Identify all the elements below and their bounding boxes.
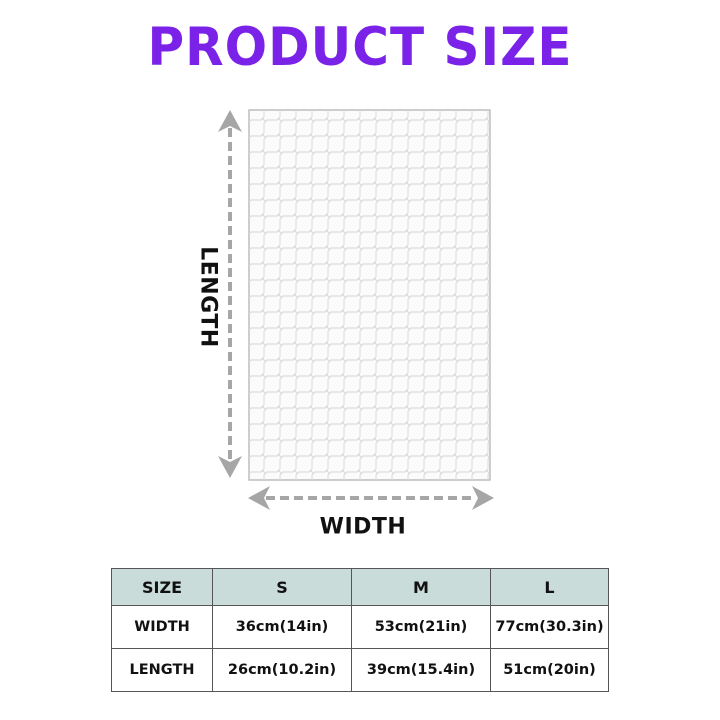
- header-cell: SIZE: [111, 568, 213, 606]
- length-arrow: [218, 110, 242, 478]
- header-cell: M: [351, 568, 491, 606]
- table-cell: 36cm(14in): [212, 605, 352, 649]
- table-row: LENGTH 26cm(10.2in) 39cm(15.4in) 51cm(20…: [111, 648, 609, 692]
- width-arrow: [248, 486, 494, 510]
- row-label: WIDTH: [111, 605, 213, 649]
- row-label: LENGTH: [111, 648, 213, 692]
- page-title: PRODUCT SIZE: [147, 16, 573, 78]
- header-cell: S: [212, 568, 352, 606]
- table-row: WIDTH 36cm(14in) 53cm(21in) 77cm(30.3in): [111, 605, 609, 649]
- table-header-row: SIZE S M L: [111, 568, 609, 606]
- table-cell: 77cm(30.3in): [490, 605, 609, 649]
- table-cell: 39cm(15.4in): [351, 648, 491, 692]
- table-cell: 51cm(20in): [490, 648, 609, 692]
- width-label: WIDTH: [319, 514, 407, 540]
- table-cell: 26cm(10.2in): [212, 648, 352, 692]
- table-cell: 53cm(21in): [351, 605, 491, 649]
- size-table: SIZE S M L WIDTH 36cm(14in) 53cm(21in) 7…: [111, 568, 609, 692]
- length-label: LENGTH: [195, 246, 221, 348]
- header-cell: L: [490, 568, 609, 606]
